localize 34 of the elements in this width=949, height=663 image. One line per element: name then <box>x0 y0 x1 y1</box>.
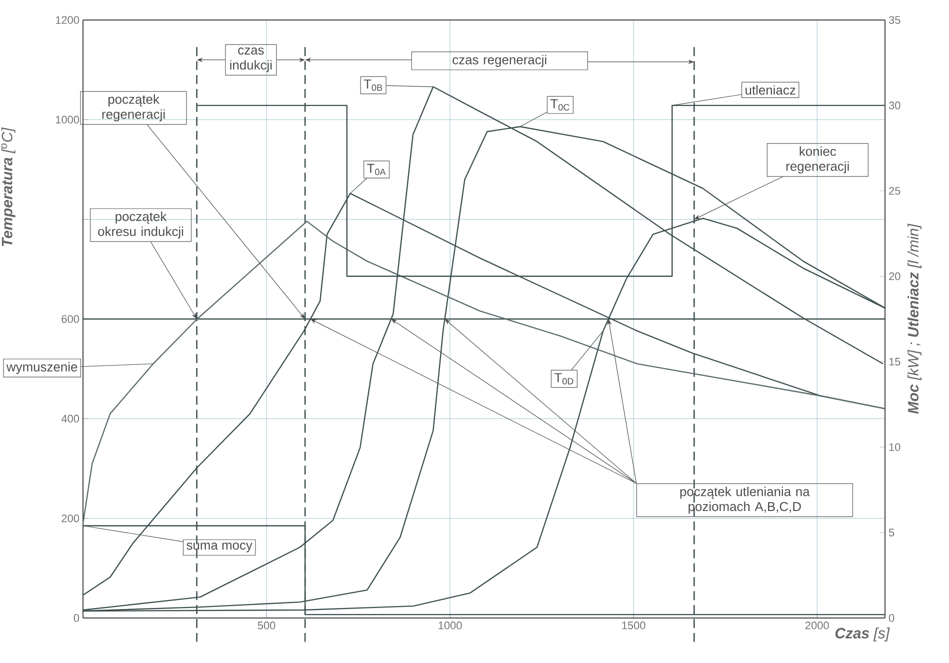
x-axis-title: Czas [s] <box>835 627 890 642</box>
x-tick-label: 2000 <box>805 622 829 630</box>
annotation: koniec regeneracji <box>786 146 849 174</box>
y-axis-title: Temperatura [$^{o}$C] <box>1 127 16 246</box>
y2-tick-label: 30 <box>888 102 900 110</box>
text: wymuszenie <box>6 362 78 374</box>
y-tick-label: 1200 <box>56 16 80 24</box>
x-tick-label: 1500 <box>622 622 646 630</box>
x-tick-label: 1000 <box>438 622 462 630</box>
y2-axis-title: Moc [kW] ; Utleniacz [l /min] <box>908 224 922 414</box>
y-tick-label: 400 <box>61 414 80 423</box>
series-label: T$_{0A}$ <box>367 164 386 176</box>
annotation: początek okresu indukcji <box>98 212 184 239</box>
y2-tick-label: 25 <box>889 186 900 195</box>
series-label: suma mocy <box>186 542 252 552</box>
y2-tick-label: 10 <box>889 443 900 452</box>
legend-label: T$_{0B}$ <box>364 80 382 91</box>
series-label: T$_{0C}$ <box>550 99 570 111</box>
annotation: czas indukcji <box>230 48 272 72</box>
annotation: początek regeneracji <box>102 94 165 122</box>
y2-tick-label: 0 <box>888 614 894 622</box>
y-tick-label: 0 <box>74 614 80 622</box>
y-tick-label: 1000 <box>56 116 80 124</box>
y2-tick-label: 35 <box>888 16 900 24</box>
annotation: początek utleniania na poziomach A,B,C,D <box>680 486 810 514</box>
y2-tick-label: 20 <box>889 272 900 280</box>
x-tick-label: 500 <box>258 622 276 630</box>
y-tick-label: 600 <box>62 315 80 323</box>
y2-tick-label: 5 <box>888 528 894 536</box>
series-label: utleniacz <box>746 85 796 95</box>
y-tick-label: 200 <box>62 514 80 522</box>
y2-tick-label: 15 <box>889 358 900 366</box>
annotation: czas regeneracji <box>452 54 546 67</box>
series-label: T$_{0D}$ <box>554 373 574 384</box>
